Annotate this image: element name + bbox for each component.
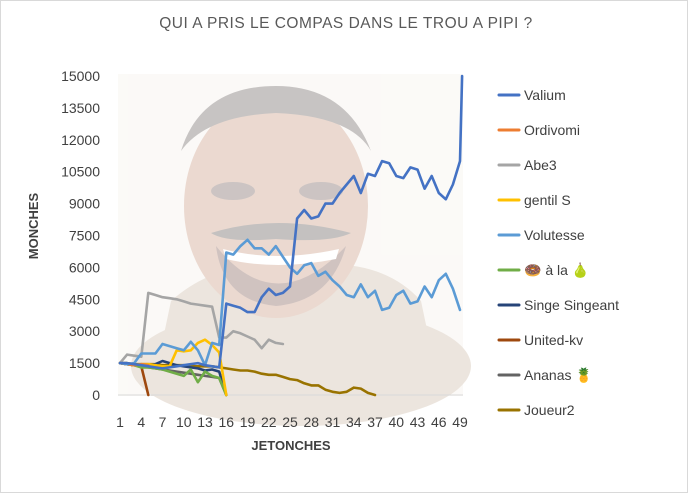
series-line-4 (118, 238, 462, 367)
legend-item: Valium (497, 87, 566, 103)
x-tick-label: 22 (261, 414, 277, 430)
x-tick-label: 43 (410, 414, 426, 430)
y-tick-label: 15000 (61, 68, 100, 84)
x-tick-label: 4 (137, 414, 145, 430)
legend-label: gentil S (524, 192, 571, 208)
x-tick-label: 46 (431, 414, 447, 430)
legend-label: Ordivomi (524, 122, 580, 138)
chart-title: QUI A PRIS LE COMPAS DANS LE TROU A PIPI… (159, 15, 533, 32)
legend-label: Ananas 🍍 (524, 367, 593, 384)
y-axis-label: MONCHES (26, 192, 41, 259)
y-tick-label: 3000 (69, 323, 100, 339)
legend-label: Joueur2 (524, 402, 575, 418)
x-axis-ticks: 1 4 7 10 13 16 19 22 25 28 31 34 37 40 43 46 49 (116, 414, 468, 430)
x-tick-label: 10 (176, 414, 192, 430)
y-tick-label: 4500 (69, 291, 100, 307)
y-axis-ticks: 0 1500 3000 4500 6000 7500 9000 10500 12000 13500… (61, 68, 100, 403)
legend-item: 🍩 à la 🍐 (497, 262, 589, 279)
x-tick-label: 13 (197, 414, 213, 430)
legend-item: Abe3 (497, 157, 557, 173)
x-tick-label: 1 (116, 414, 124, 430)
legend-item: Singe Singeant (497, 297, 619, 313)
legend-item: United-kv (497, 332, 583, 348)
legend-label: Volutesse (524, 227, 585, 243)
legend-label: Abe3 (524, 157, 557, 173)
x-tick-label: 28 (303, 414, 319, 430)
series-line-5 (118, 361, 228, 397)
y-tick-label: 9000 (69, 196, 100, 212)
series-line-0 (118, 74, 464, 370)
legend-label: United-kv (524, 332, 583, 348)
y-tick-label: 1500 (69, 355, 100, 371)
y-tick-label: 13500 (61, 100, 100, 116)
x-tick-label: 16 (218, 414, 234, 430)
x-tick-label: 40 (388, 414, 404, 430)
legend-item: Joueur2 (497, 402, 575, 418)
y-tick-label: 6000 (69, 259, 100, 275)
legend-item: Ananas 🍍 (497, 367, 593, 384)
x-tick-label: 25 (282, 414, 298, 430)
legend-item: Volutesse (497, 227, 585, 243)
legend-item: gentil S (497, 192, 571, 208)
series-line-2 (118, 291, 285, 365)
x-tick-label: 31 (325, 414, 341, 430)
y-tick-label: 12000 (61, 132, 100, 148)
x-tick-label: 37 (367, 414, 383, 430)
x-tick-label: 19 (240, 414, 256, 430)
chart-legend: Valium Ordivomi Abe3 gentil S Volutesse 🍩 à l… (497, 87, 619, 418)
y-tick-label: 7500 (69, 228, 100, 244)
x-tick-label: 49 (452, 414, 468, 430)
plot-area (118, 74, 464, 397)
legend-label: Singe Singeant (524, 297, 619, 313)
legend-label: 🍩 à la 🍐 (524, 262, 589, 279)
x-tick-label: 7 (159, 414, 167, 430)
x-axis-label: JETONCHES (251, 438, 331, 453)
y-tick-label: 10500 (61, 164, 100, 180)
legend-item: Ordivomi (497, 122, 580, 138)
x-tick-label: 34 (346, 414, 362, 430)
legend-label: Valium (524, 87, 566, 103)
y-tick-label: 0 (92, 387, 100, 403)
